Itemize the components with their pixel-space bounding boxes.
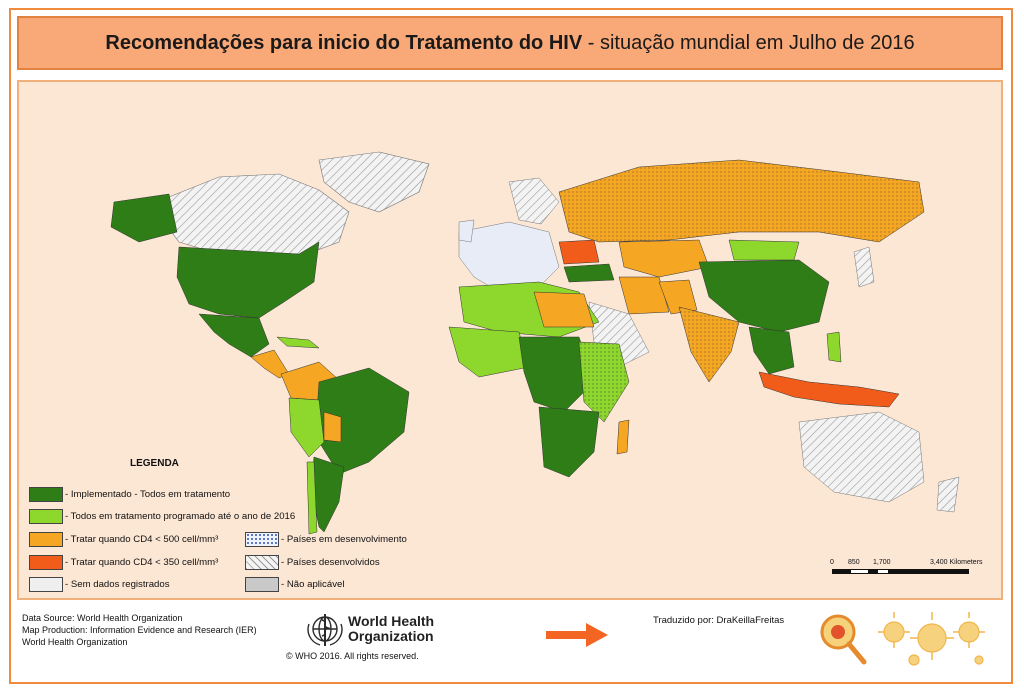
page-frame [9, 8, 1013, 684]
region-madagascar [616, 419, 630, 455]
region-southern-africa [538, 406, 600, 478]
region-china [698, 259, 830, 333]
magnifier-icon [820, 614, 867, 665]
legend-item-developed: - Países desenvolvidos [245, 555, 380, 570]
region-europe-west [458, 221, 560, 293]
region-japan [853, 246, 875, 288]
world-map-panel: LEGENDA [17, 80, 1003, 600]
region-pakistan [658, 279, 698, 315]
legend-swatch-cd4-350 [29, 555, 63, 570]
footer-credits: Data Source: World Health Organization M… [22, 612, 257, 648]
scale-label-1700: 1,700 [873, 559, 891, 566]
region-canada [163, 173, 350, 258]
legend-item-programmed: - Todos em tratamento programado até o a… [29, 509, 295, 524]
region-usa [176, 241, 320, 319]
legend-label-programmed: - Todos em tratamento programado até o a… [65, 511, 296, 522]
legend-swatch-no-data [29, 577, 63, 592]
legend-swatch-developing [245, 532, 279, 547]
legend-swatch-programmed [29, 509, 63, 524]
region-australia [798, 411, 925, 503]
arrow-right-icon [546, 623, 608, 647]
scale-label-0: 0 [830, 559, 834, 566]
legend-label-no-data: - Sem dados registrados [65, 579, 170, 590]
footer-production: Map Production: Information Evidence and… [22, 625, 257, 635]
who-name-line1: World Health [348, 613, 435, 629]
legend-swatch-developed [245, 555, 279, 570]
scale-bar-graphic [832, 569, 969, 574]
region-east-africa-dots [579, 342, 629, 422]
legend-item-cd4-350: - Tratar quando CD4 < 350 cell/mm³ [29, 555, 218, 570]
title-main: Recomendações para inicio do Tratamento … [105, 31, 583, 54]
scale-label-3400: 3,400 Kilometers [930, 559, 983, 566]
footer-org: World Health Organization [22, 637, 128, 647]
region-libya-egypt [533, 291, 595, 328]
region-mongolia [728, 239, 800, 261]
region-india-dots [679, 307, 739, 382]
legend-label-developed: - Países desenvolvidos [281, 557, 380, 568]
who-emblem [307, 614, 343, 646]
region-caribbean [276, 336, 320, 349]
legend-label-implemented: - Implementado - Todos em tratamento [65, 489, 231, 500]
map-title: Recomendações para inicio do Tratamento … [17, 16, 1003, 70]
scale-labels: 0 850 1,700 3,400 Kilometers [828, 559, 988, 569]
legend-title: LEGENDA [130, 458, 179, 469]
region-se-asia [748, 326, 795, 375]
legend-item-implemented: - Implementado - Todos em tratamento [29, 487, 230, 502]
legend-label-cd4-350: - Tratar quando CD4 < 350 cell/mm³ [65, 557, 219, 568]
region-peru [288, 397, 325, 458]
legend-swatch-not-applicable [245, 577, 279, 592]
legend-label-developing: - Países em desenvolvimento [281, 534, 407, 545]
region-indonesia [758, 371, 900, 408]
region-mexico [198, 313, 270, 358]
world-map [110, 151, 960, 535]
legend-swatch-cd4-500 [29, 532, 63, 547]
region-kazakhstan [618, 239, 710, 278]
region-uk [458, 219, 475, 243]
region-russia-dots [559, 160, 924, 242]
region-west-africa [448, 326, 530, 378]
footer-source: Data Source: World Health Organization [22, 613, 183, 623]
region-new-zealand [936, 476, 960, 513]
translated-by: Traduzido por: DraKeillaFreitas [653, 615, 785, 626]
legend-item-cd4-500: - Tratar quando CD4 < 500 cell/mm³ [29, 532, 218, 547]
legend-label-cd4-500: - Tratar quando CD4 < 500 cell/mm³ [65, 534, 219, 545]
legend-item-not-applicable: - Não aplicável [245, 577, 344, 592]
virus-icon [883, 621, 984, 666]
scale-bar: 0 850 1,700 3,400 Kilometers [828, 559, 988, 583]
virus-illustration [820, 612, 985, 666]
who-name: World Health Organization [348, 614, 434, 644]
region-greenland [318, 151, 430, 213]
region-bolivia [323, 411, 342, 443]
legend-label-not-applicable: - Não aplicável [281, 579, 345, 590]
legend-item-developing: - Países em desenvolvimento [245, 532, 407, 547]
legend-swatch-implemented [29, 487, 63, 502]
region-scandinavia [508, 177, 560, 225]
title-subtitle: - situação mundial em Julho de 2016 [582, 31, 915, 54]
region-turkey [563, 263, 615, 283]
who-name-line2: Organization [348, 628, 434, 644]
scale-label-850: 850 [848, 559, 860, 566]
region-iran [618, 276, 670, 315]
region-ukraine [558, 239, 600, 265]
legend-item-no-data: - Sem dados registrados [29, 577, 170, 592]
who-copyright: © WHO 2016. All rights reserved. [286, 651, 419, 661]
region-chile [306, 461, 318, 535]
region-philippines [826, 331, 842, 363]
region-alaska [110, 193, 178, 243]
